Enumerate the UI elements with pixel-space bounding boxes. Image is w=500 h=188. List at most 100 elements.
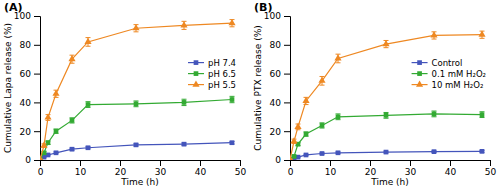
error-bar-cap — [304, 104, 309, 105]
tick-mark — [34, 102, 40, 103]
error-bar-cap — [70, 63, 75, 64]
point — [84, 38, 91, 44]
legend-swatch — [192, 80, 199, 86]
point — [180, 21, 187, 27]
axis-line — [41, 161, 241, 167]
tick: 80 — [270, 40, 290, 50]
error-bar-cap — [230, 96, 235, 97]
point — [40, 155, 44, 160]
error-bar-cap — [182, 105, 187, 106]
point — [54, 150, 59, 155]
tick-mark — [34, 160, 40, 161]
point — [430, 31, 437, 37]
series — [290, 149, 485, 160]
tick-label: 0 — [25, 155, 31, 165]
error-bar-cap — [432, 116, 437, 117]
legend-label: pH 6.5 — [208, 69, 236, 79]
point — [40, 141, 47, 147]
point — [480, 112, 485, 117]
legend-item: 0.1 mM H₂O₂ — [412, 69, 486, 79]
point — [230, 97, 235, 102]
tick-mark — [330, 160, 331, 166]
tick-label: 10 — [325, 167, 337, 177]
point — [290, 137, 297, 143]
point — [336, 114, 341, 119]
point — [46, 153, 51, 158]
legend-swatch — [417, 71, 422, 76]
legend-label: Control — [432, 58, 463, 68]
series — [40, 96, 235, 160]
point — [134, 143, 139, 148]
error-bar — [182, 99, 187, 105]
error-bar-cap — [296, 129, 301, 130]
tick: 20 — [270, 127, 290, 137]
point — [230, 140, 235, 145]
tick-mark — [34, 45, 40, 46]
error-bar-cap — [384, 112, 389, 113]
error-bar-cap — [432, 39, 437, 40]
x-axis: 01020304050 — [288, 160, 497, 177]
tick: 0 — [25, 155, 40, 165]
panel-title: (B) — [254, 1, 272, 14]
point — [86, 145, 91, 150]
tick: 0 — [288, 160, 294, 177]
tick: 0 — [38, 160, 44, 177]
tick-mark — [284, 74, 290, 75]
point — [290, 155, 294, 160]
error-bar-cap — [86, 107, 91, 108]
tick: 20 — [365, 160, 377, 177]
legend: pH 7.4pH 6.5pH 5.5 — [188, 58, 236, 90]
point — [44, 113, 51, 119]
tick-mark — [240, 160, 241, 166]
point — [478, 31, 485, 37]
tick-mark — [34, 16, 40, 17]
point — [294, 123, 301, 129]
tick-mark — [284, 131, 290, 132]
tick-label: 40 — [270, 98, 282, 108]
tick-mark — [410, 160, 411, 166]
figure: 01020304050020406080100Time (h)Cumulativ… — [0, 0, 500, 188]
x-axis: 01020304050 — [38, 160, 247, 177]
point — [292, 154, 297, 159]
series — [290, 111, 485, 160]
tick-label: 10 — [75, 167, 87, 177]
tick: 40 — [20, 98, 40, 108]
legend-item: pH 6.5 — [188, 69, 236, 79]
tick-mark — [284, 16, 290, 17]
tick-mark — [34, 131, 40, 132]
tick-label: 0 — [288, 167, 294, 177]
point — [134, 101, 139, 106]
line — [40, 100, 232, 160]
point — [228, 19, 235, 25]
error-bar-cap — [182, 29, 187, 30]
tick: 60 — [20, 69, 40, 79]
tick: 30 — [155, 160, 167, 177]
tick: 0 — [275, 155, 290, 165]
error-bar — [230, 96, 235, 102]
error-bar-cap — [320, 85, 325, 86]
error-bar-cap — [336, 113, 341, 114]
tick-label: 60 — [20, 69, 32, 79]
point — [52, 90, 59, 96]
legend-swatch — [417, 60, 422, 65]
legend-swatch — [416, 80, 423, 86]
error-bar — [384, 112, 389, 118]
error-bar-cap — [432, 111, 437, 112]
point — [320, 123, 325, 128]
point — [382, 40, 389, 46]
line — [290, 35, 482, 160]
point — [432, 149, 437, 154]
tick: 80 — [20, 40, 40, 50]
tick-mark — [34, 74, 40, 75]
tick: 10 — [325, 160, 337, 177]
error-bar-cap — [182, 99, 187, 100]
plot-area — [290, 31, 486, 160]
error-bar-cap — [134, 100, 139, 101]
error-bar-cap — [480, 38, 485, 39]
error-bar-cap — [384, 118, 389, 119]
point — [132, 24, 139, 30]
panel: 01020304050020406080100Time (h)Cumulativ… — [3, 1, 246, 187]
error-bar — [134, 101, 139, 107]
tick-label: 40 — [20, 98, 32, 108]
tick-label: 50 — [485, 167, 497, 177]
